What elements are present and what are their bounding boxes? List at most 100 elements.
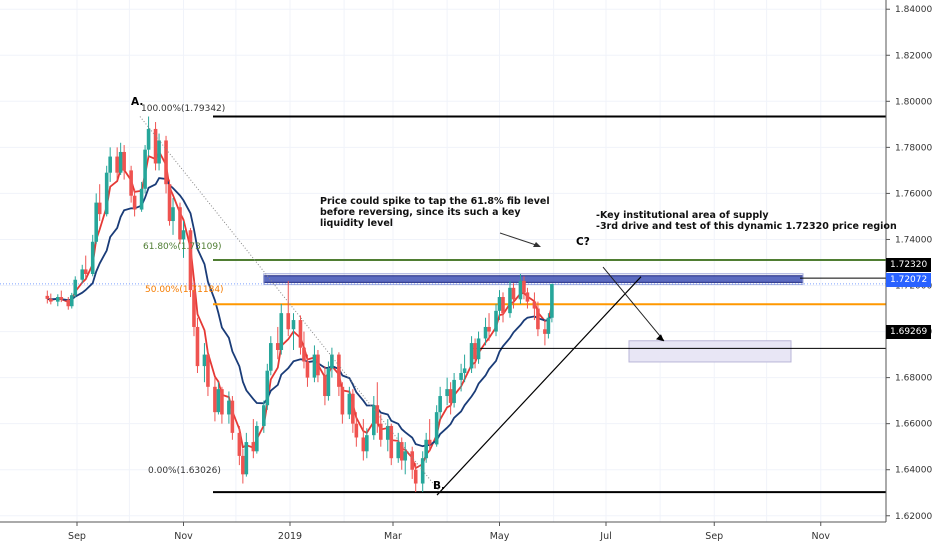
candle-body <box>438 396 442 413</box>
candle-body <box>230 400 235 433</box>
candle-body <box>213 386 217 413</box>
candle-body <box>399 442 404 461</box>
candle-body <box>227 400 231 415</box>
candle-body <box>80 269 85 280</box>
candle-body <box>268 343 273 371</box>
candle-body <box>372 405 376 436</box>
annotation-supply-note: -Key institutional area of supply -3rd d… <box>596 210 897 232</box>
candle-body <box>427 439 432 445</box>
price-tag-last: 1.72072 <box>886 273 932 287</box>
candle-body <box>459 373 463 380</box>
candle-body <box>483 326 488 339</box>
fib-0-label: 0.00%(1.63026) <box>148 466 221 476</box>
fib-100-label: 100.00%(1.79342) <box>141 104 226 114</box>
candle-body <box>385 425 390 440</box>
x-tick-label: May <box>490 531 510 542</box>
candle-body <box>90 241 95 274</box>
grid-lines <box>0 0 886 522</box>
y-tick-label: 1.80000 <box>895 97 932 107</box>
candle-body <box>262 405 266 426</box>
y-tick-label: 1.76000 <box>895 189 932 199</box>
candle-body <box>543 329 547 334</box>
fib-levels <box>0 115 886 494</box>
candle-body <box>532 301 537 309</box>
supply-zone-outline <box>263 273 804 285</box>
candle-body <box>326 368 331 397</box>
x-tick-label: Mar <box>384 531 402 542</box>
candle-body <box>202 354 207 367</box>
candle-body <box>122 151 126 171</box>
y-tick-label: 1.84000 <box>895 5 932 15</box>
candle-body <box>143 149 147 189</box>
candle-body <box>178 207 182 240</box>
candle-body <box>192 290 196 327</box>
fib-618-label: 61.80%(1.73109) <box>143 242 222 252</box>
candle-body <box>73 279 78 296</box>
candle-body <box>501 297 505 314</box>
candle-body <box>424 439 428 459</box>
candle-body <box>115 156 119 173</box>
point-c-label: C? <box>576 236 590 248</box>
price-tag-supply: 1.72320 <box>886 258 932 272</box>
candle-body <box>104 172 109 215</box>
candle-body <box>323 375 327 397</box>
candle-body <box>216 389 221 413</box>
candle-body <box>550 283 554 318</box>
candle-body <box>237 432 242 456</box>
candle-body <box>337 354 341 387</box>
candle-body <box>188 230 193 291</box>
candle-body <box>241 455 245 475</box>
candle-body <box>536 308 540 330</box>
candle-body <box>462 368 467 374</box>
candle-body <box>413 469 418 484</box>
candle-body <box>316 354 320 376</box>
candle-body <box>312 354 317 378</box>
candle-body <box>340 386 345 415</box>
candle-body <box>497 297 502 311</box>
y-tick-label: 1.64000 <box>895 466 932 476</box>
trendline-up <box>436 276 642 496</box>
price-zones <box>263 273 804 363</box>
x-tick-label: Nov <box>174 531 193 542</box>
candle-body <box>171 207 175 222</box>
x-tick-label: Sep <box>705 531 723 542</box>
drawing-overlay <box>139 116 665 496</box>
candle-body <box>546 317 551 334</box>
candle-body <box>361 437 366 452</box>
candle-body <box>494 310 498 332</box>
candle-body <box>55 297 60 302</box>
candle-body <box>206 354 210 387</box>
candle-body <box>279 313 284 350</box>
x-tick-label: Sep <box>68 531 86 542</box>
candle-body <box>452 379 456 403</box>
candle-body <box>396 442 401 459</box>
candle-body <box>511 287 516 300</box>
candle-body <box>66 299 71 307</box>
x-tick-label: 2019 <box>278 531 302 542</box>
candle-body <box>445 389 449 397</box>
candle-body <box>164 140 168 185</box>
candle-body <box>195 326 200 367</box>
candle-body <box>129 170 133 196</box>
candle-body <box>448 389 453 403</box>
y-tick-label: 1.62000 <box>895 512 932 522</box>
candlesticks <box>45 116 554 493</box>
candle-body <box>365 435 369 452</box>
y-tick-label: 1.82000 <box>895 51 932 61</box>
candle-body <box>251 442 256 452</box>
candle-body <box>132 195 137 210</box>
y-tick-label: 1.68000 <box>895 374 932 384</box>
x-tick-label: Jul <box>599 531 611 542</box>
candle-body <box>45 295 50 299</box>
candle-body <box>351 393 355 424</box>
candle-body <box>157 140 161 164</box>
fib-50-label: 50.00%(1.71184) <box>145 285 224 295</box>
candle-body <box>473 343 477 360</box>
candle-body <box>487 326 491 332</box>
annotation-spike-note: Price could spike to tap the 61.8% fib l… <box>320 196 550 229</box>
candle-body <box>302 347 306 362</box>
candle-body <box>244 442 249 475</box>
candle-body <box>139 188 144 210</box>
